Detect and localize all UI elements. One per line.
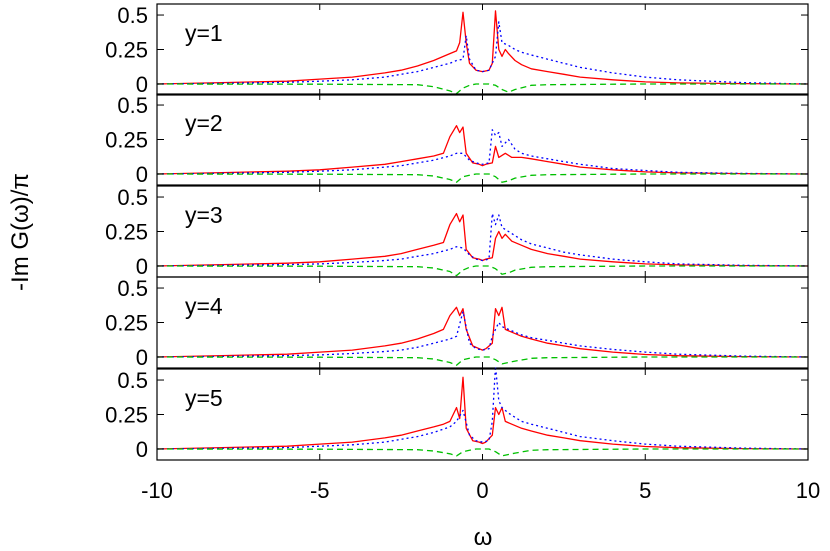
series-line-2	[156, 129, 809, 175]
panel-label: y=3	[185, 202, 223, 228]
y-tick-label: 0	[136, 72, 148, 97]
series-line-2	[156, 310, 809, 358]
x-tick-label: -5	[310, 478, 330, 503]
x-tick-label: 10	[796, 478, 820, 503]
panel-label: y=2	[185, 110, 223, 136]
series-line-3	[156, 265, 808, 277]
series-line-1	[156, 10, 809, 85]
series-line-1	[156, 376, 809, 450]
panel-label: y=5	[185, 385, 223, 411]
panel-label: y=4	[185, 293, 223, 319]
series-line-3	[156, 173, 808, 183]
x-tick-label: 5	[639, 478, 651, 503]
y-tick-label: 0.25	[105, 403, 148, 428]
series-line-2	[156, 212, 809, 267]
series-line-2	[156, 365, 809, 450]
series-line-2	[156, 21, 809, 85]
y-tick-label: 0.25	[105, 38, 148, 63]
panel-label: y=1	[185, 20, 223, 46]
series-line-3	[156, 83, 808, 95]
panels-group: 0 0.25 0.5 y=1 0 0.25 0.5 y=2 0 0.25 0.5 y=3 0 0.25 0.…	[105, 3, 809, 462]
x-tick-label: 0	[476, 478, 488, 503]
x-tick-label: -10	[141, 478, 173, 503]
y-tick-label: 0.5	[117, 93, 148, 118]
y-tick-label: 0.25	[105, 311, 148, 336]
y-tick-label: 0.5	[117, 3, 148, 28]
y-tick-label: 0.25	[105, 220, 148, 245]
y-tick-label: 0	[136, 437, 148, 462]
series-line-1	[156, 306, 809, 358]
y-tick-label: 0.5	[117, 368, 148, 393]
y-tick-label: 0.5	[117, 276, 148, 301]
series-line-1	[156, 212, 809, 267]
panel-5: 0 0.25 0.5 y=5	[105, 365, 809, 462]
y-axis-title: -Im G(ω)/π	[7, 173, 34, 291]
panel-3: 0 0.25 0.5 y=3	[105, 185, 809, 279]
panel-1: 0 0.25 0.5 y=1	[105, 3, 809, 97]
y-tick-label: 0.25	[105, 128, 148, 153]
panel-2: 0 0.25 0.5 y=2	[105, 93, 809, 187]
y-tick-label: 0	[136, 345, 148, 370]
series-line-1	[156, 125, 809, 175]
x-axis-title: ω	[474, 524, 493, 551]
y-tick-label: 0	[136, 254, 148, 279]
y-tick-label: 0.5	[117, 185, 148, 210]
y-tick-label: 0	[136, 162, 148, 187]
panel-4: 0 0.25 0.5 y=4	[105, 276, 809, 370]
x-axis-ticks: -10 -5 0 5 10	[141, 478, 820, 503]
